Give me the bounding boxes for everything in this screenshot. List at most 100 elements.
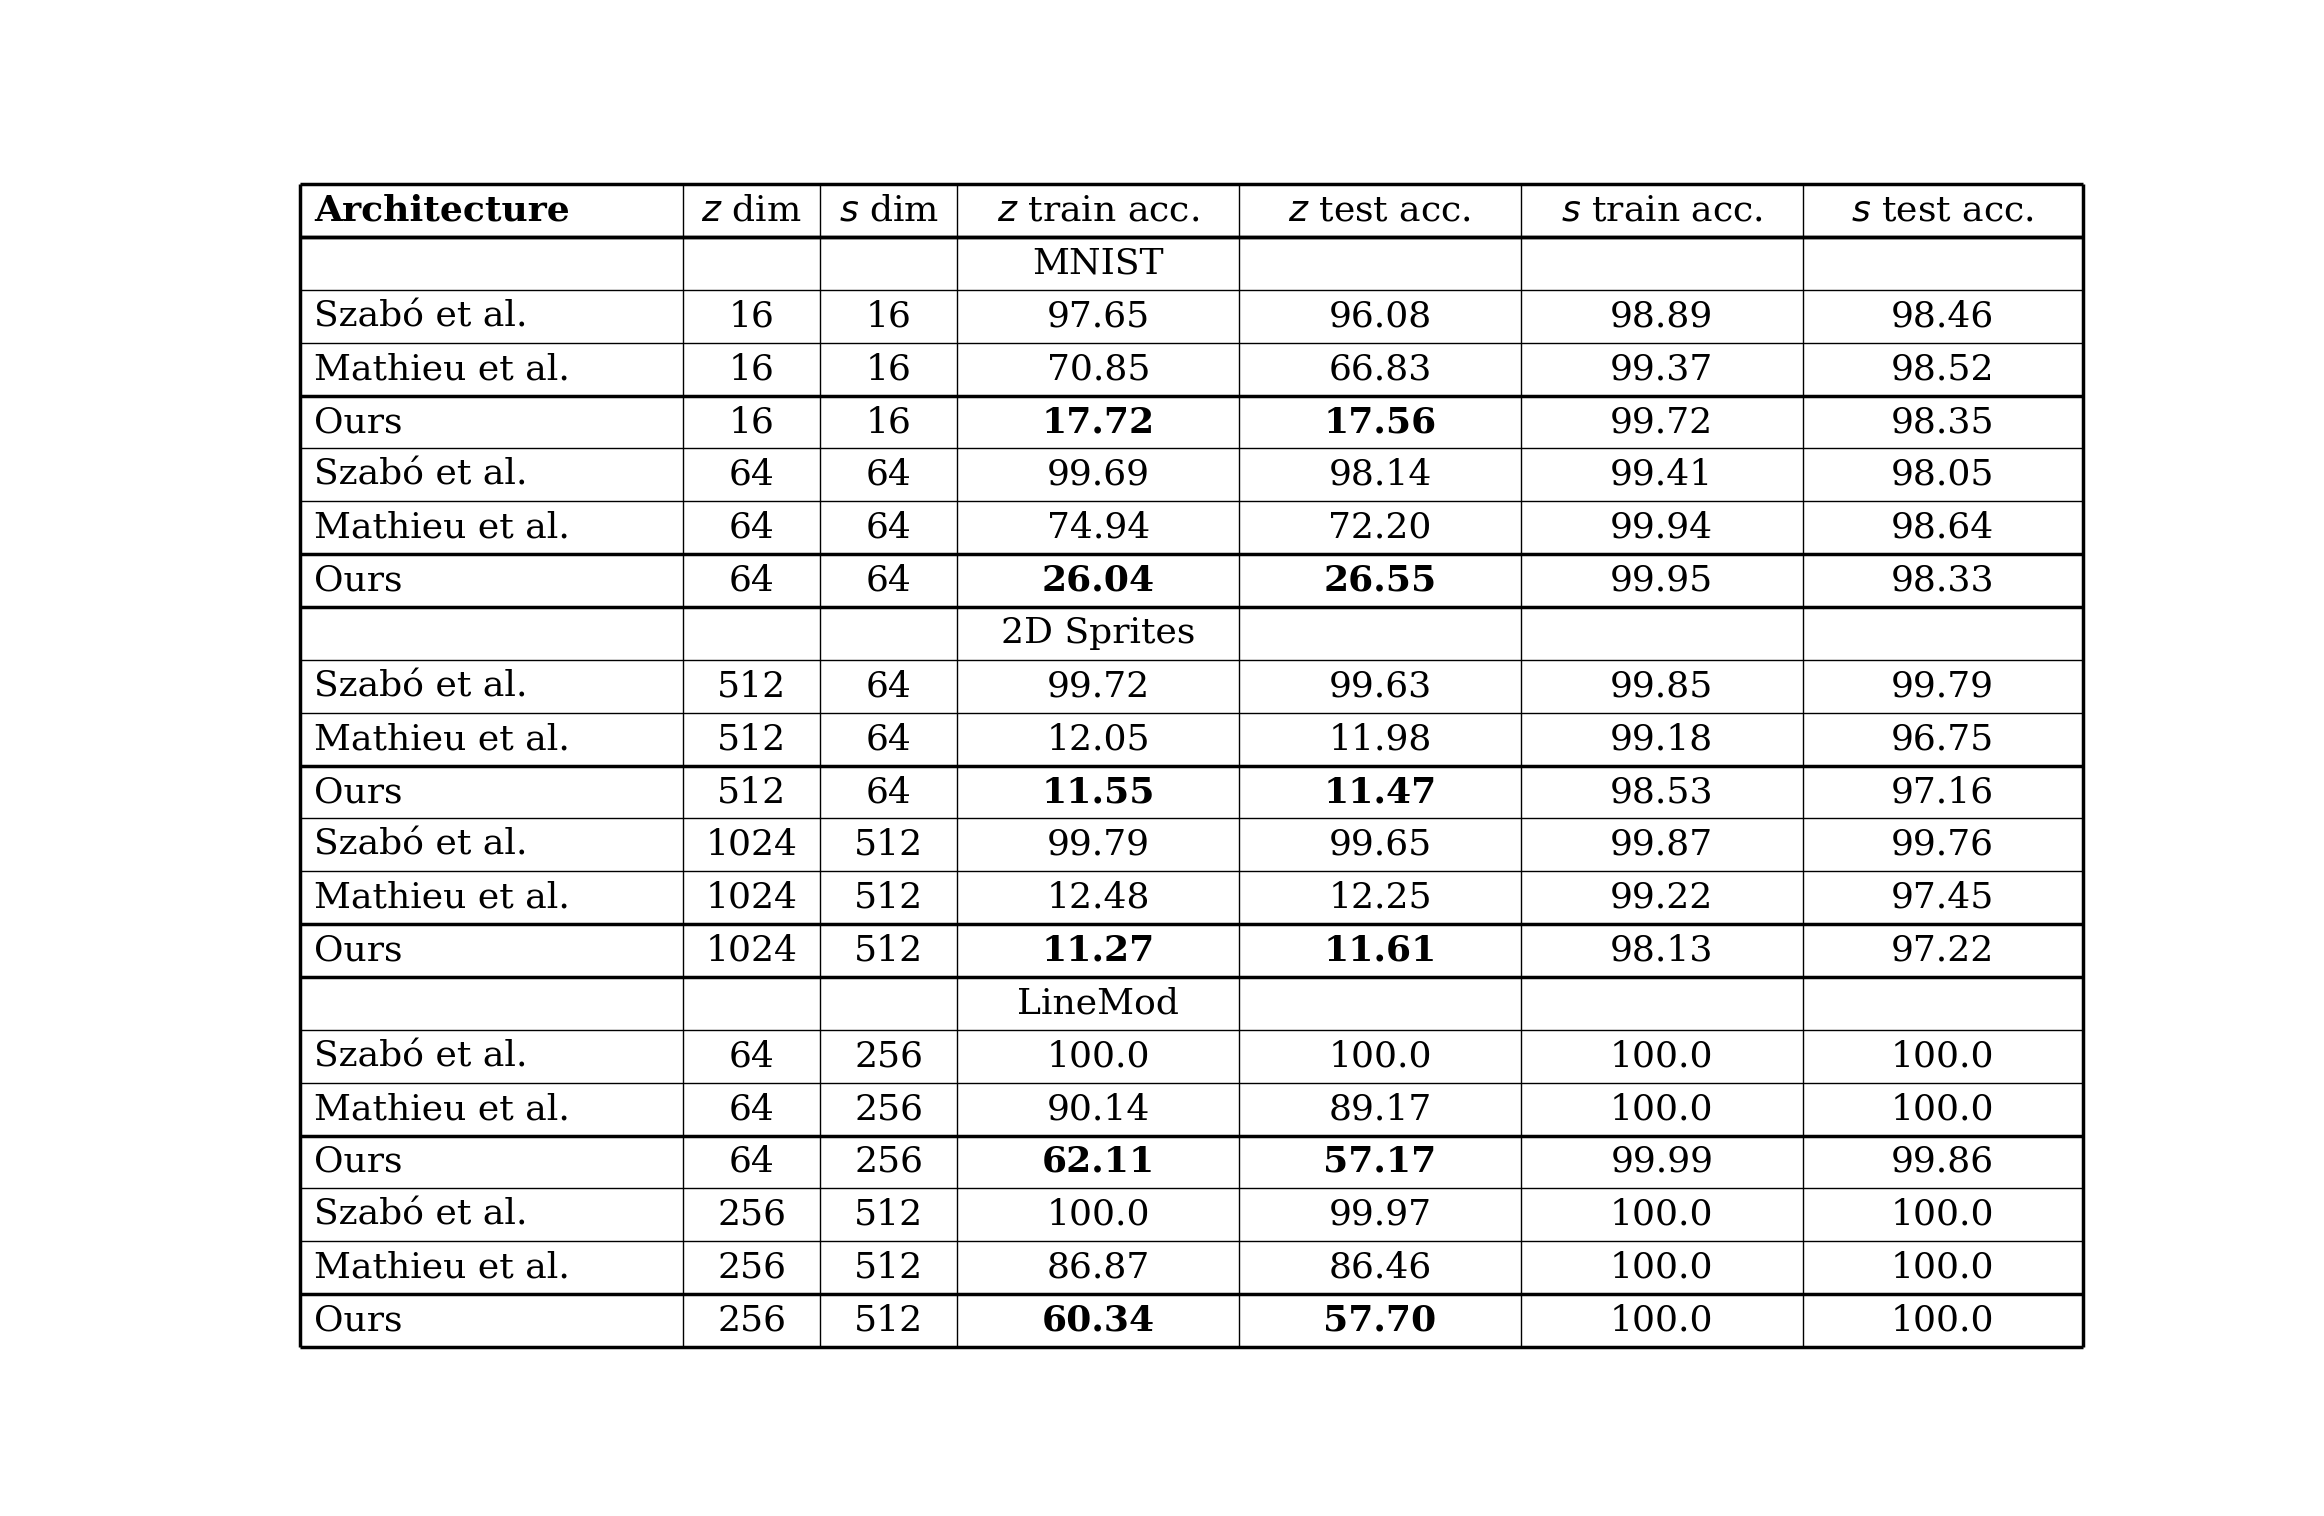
Text: Mathieu et al.: Mathieu et al. (314, 1251, 569, 1284)
Text: 98.46: 98.46 (1892, 299, 1994, 334)
Text: Architecture: Architecture (314, 194, 569, 227)
Text: 1024: 1024 (706, 881, 797, 914)
Text: 64: 64 (730, 1092, 774, 1126)
Text: 100.0: 100.0 (1892, 1304, 1994, 1337)
Text: $z$ dim: $z$ dim (702, 194, 802, 227)
Text: 99.41: 99.41 (1611, 458, 1713, 491)
Text: 512: 512 (855, 934, 923, 967)
Text: 99.86: 99.86 (1892, 1145, 1994, 1179)
Text: Szabó et al.: Szabó et al. (314, 458, 528, 491)
Text: 99.72: 99.72 (1611, 405, 1713, 440)
Text: 74.94: 74.94 (1046, 511, 1150, 544)
Text: 64: 64 (867, 722, 911, 756)
Text: 512: 512 (718, 669, 786, 703)
Text: 64: 64 (867, 458, 911, 491)
Text: 99.79: 99.79 (1046, 828, 1150, 863)
Text: 64: 64 (730, 511, 774, 544)
Text: Szabó et al.: Szabó et al. (314, 828, 528, 863)
Text: 256: 256 (718, 1304, 786, 1337)
Text: 64: 64 (730, 1040, 774, 1073)
Text: 100.0: 100.0 (1611, 1092, 1713, 1126)
Text: 100.0: 100.0 (1892, 1092, 1994, 1126)
Text: 98.64: 98.64 (1892, 511, 1994, 544)
Text: 16: 16 (867, 299, 911, 334)
Text: 99.65: 99.65 (1329, 828, 1432, 863)
Text: 2D Sprites: 2D Sprites (1002, 617, 1195, 650)
Text: 99.63: 99.63 (1329, 669, 1432, 703)
Text: LineMod: LineMod (1018, 987, 1178, 1020)
Text: 16: 16 (730, 405, 774, 440)
Text: Mathieu et al.: Mathieu et al. (314, 511, 569, 544)
Text: 512: 512 (855, 1304, 923, 1337)
Text: 98.13: 98.13 (1611, 934, 1713, 967)
Text: 86.46: 86.46 (1329, 1251, 1432, 1284)
Text: Szabó et al.: Szabó et al. (314, 1040, 528, 1073)
Text: 98.35: 98.35 (1892, 405, 1994, 440)
Text: 64: 64 (730, 564, 774, 597)
Text: 98.53: 98.53 (1611, 775, 1713, 810)
Text: 66.83: 66.83 (1329, 352, 1432, 387)
Text: 256: 256 (718, 1198, 786, 1233)
Text: 100.0: 100.0 (1611, 1198, 1713, 1233)
Text: 57.70: 57.70 (1322, 1304, 1436, 1337)
Text: 98.33: 98.33 (1892, 564, 1994, 597)
Text: Ours: Ours (314, 1145, 402, 1179)
Text: 64: 64 (867, 669, 911, 703)
Text: 17.56: 17.56 (1322, 405, 1436, 440)
Text: 90.14: 90.14 (1046, 1092, 1150, 1126)
Text: 96.08: 96.08 (1329, 299, 1432, 334)
Text: Mathieu et al.: Mathieu et al. (314, 722, 569, 756)
Text: $s$ train acc.: $s$ train acc. (1562, 194, 1764, 227)
Text: 89.17: 89.17 (1329, 1092, 1432, 1126)
Text: MNIST: MNIST (1032, 247, 1164, 280)
Text: 512: 512 (855, 881, 923, 914)
Text: Mathieu et al.: Mathieu et al. (314, 1092, 569, 1126)
Text: 11.27: 11.27 (1041, 934, 1155, 967)
Text: 70.85: 70.85 (1046, 352, 1150, 387)
Text: 99.76: 99.76 (1892, 828, 1994, 863)
Text: 100.0: 100.0 (1611, 1304, 1713, 1337)
Text: 99.37: 99.37 (1611, 352, 1713, 387)
Text: 98.14: 98.14 (1329, 458, 1432, 491)
Text: 60.34: 60.34 (1041, 1304, 1155, 1337)
Text: 100.0: 100.0 (1892, 1040, 1994, 1073)
Text: 98.52: 98.52 (1892, 352, 1994, 387)
Text: 256: 256 (855, 1040, 923, 1073)
Text: 256: 256 (855, 1145, 923, 1179)
Text: 512: 512 (855, 828, 923, 863)
Text: 16: 16 (867, 405, 911, 440)
Text: 64: 64 (867, 775, 911, 810)
Text: 100.0: 100.0 (1046, 1040, 1150, 1073)
Text: Ours: Ours (314, 405, 402, 440)
Text: 11.55: 11.55 (1041, 775, 1155, 810)
Text: 62.11: 62.11 (1041, 1145, 1155, 1179)
Text: 99.72: 99.72 (1046, 669, 1150, 703)
Text: 64: 64 (730, 1145, 774, 1179)
Text: 11.47: 11.47 (1322, 775, 1436, 810)
Text: 99.94: 99.94 (1611, 511, 1713, 544)
Text: 512: 512 (855, 1198, 923, 1233)
Text: 12.25: 12.25 (1329, 881, 1432, 914)
Text: Ours: Ours (314, 564, 402, 597)
Text: 256: 256 (855, 1092, 923, 1126)
Text: 99.97: 99.97 (1329, 1198, 1432, 1233)
Text: 99.69: 99.69 (1046, 458, 1150, 491)
Text: 99.95: 99.95 (1611, 564, 1713, 597)
Text: 11.61: 11.61 (1322, 934, 1436, 967)
Text: 26.55: 26.55 (1322, 564, 1436, 597)
Text: 98.89: 98.89 (1611, 299, 1713, 334)
Text: 12.48: 12.48 (1046, 881, 1150, 914)
Text: 72.20: 72.20 (1329, 511, 1432, 544)
Text: Ours: Ours (314, 1304, 402, 1337)
Text: 256: 256 (718, 1251, 786, 1284)
Text: 99.99: 99.99 (1611, 1145, 1713, 1179)
Text: 1024: 1024 (706, 828, 797, 863)
Text: 99.87: 99.87 (1611, 828, 1713, 863)
Text: 57.17: 57.17 (1322, 1145, 1436, 1179)
Text: $s$ test acc.: $s$ test acc. (1852, 194, 2034, 227)
Text: 100.0: 100.0 (1046, 1198, 1150, 1233)
Text: Ours: Ours (314, 775, 402, 810)
Text: Szabó et al.: Szabó et al. (314, 1198, 528, 1233)
Text: 100.0: 100.0 (1892, 1198, 1994, 1233)
Text: 100.0: 100.0 (1611, 1251, 1713, 1284)
